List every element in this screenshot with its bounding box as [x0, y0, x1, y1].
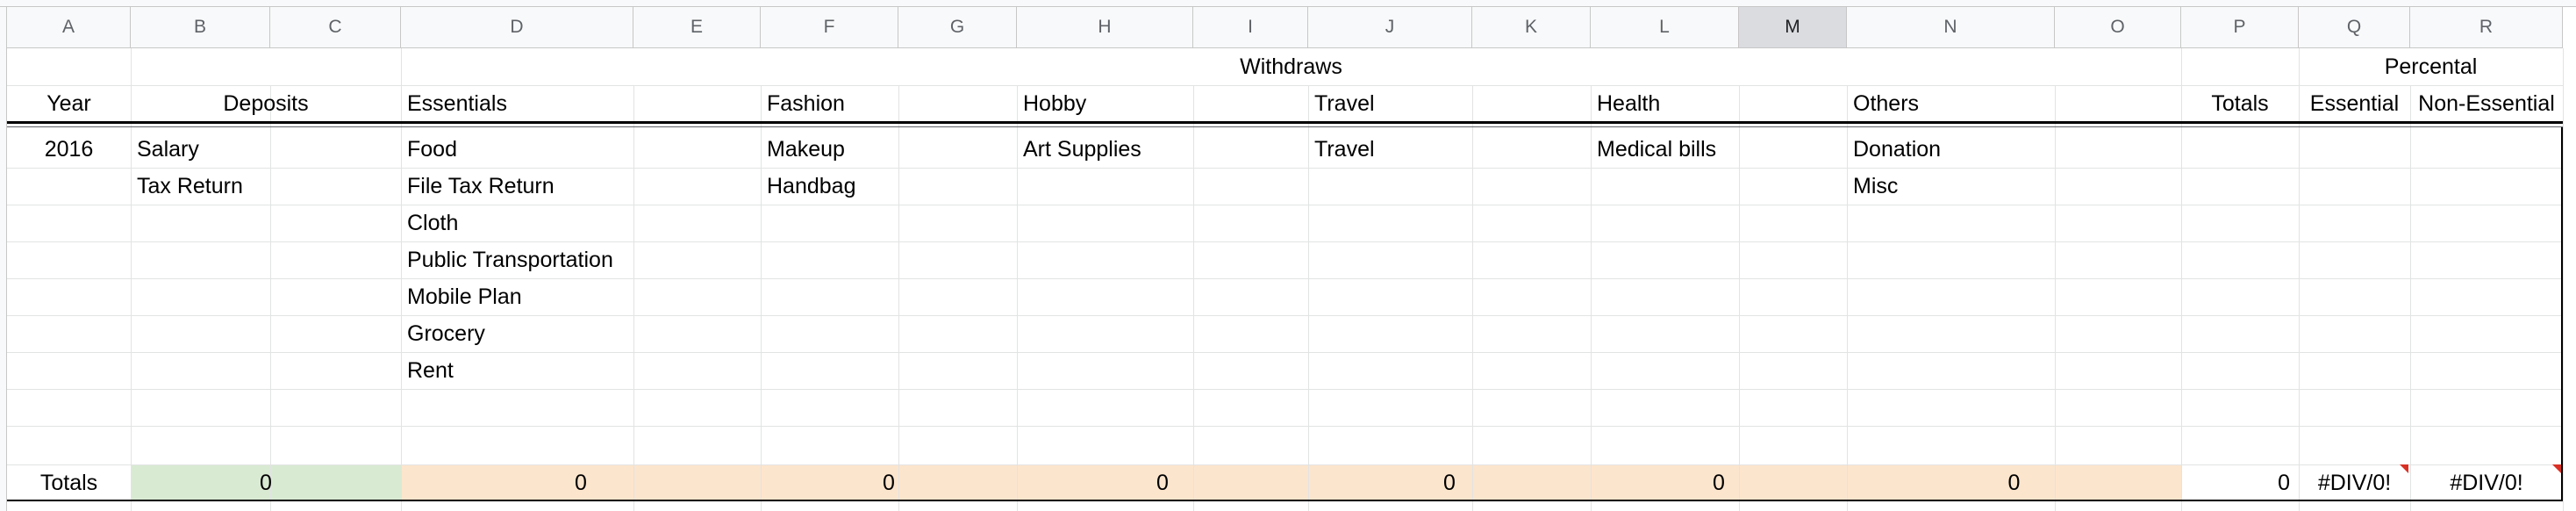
- deposits-total[interactable]: 0: [260, 470, 272, 495]
- essential-header[interactable]: Essential: [2309, 90, 2400, 116]
- fashion-item[interactable]: Makeup: [767, 136, 845, 162]
- gridline-vertical: [2410, 85, 2411, 511]
- health-header[interactable]: Health: [1597, 90, 1661, 116]
- gridline-vertical: [2181, 48, 2182, 511]
- year-header[interactable]: Year: [47, 90, 91, 116]
- gridline-horizontal: [7, 389, 2563, 390]
- column-header-b[interactable]: B: [131, 7, 270, 48]
- gridline-horizontal: [7, 168, 2563, 169]
- essentials-item[interactable]: Cloth: [407, 210, 459, 235]
- others-item[interactable]: Misc: [1853, 173, 1899, 198]
- withdraws-header[interactable]: Withdraws: [1240, 54, 1342, 79]
- essentials-total[interactable]: 0: [575, 470, 587, 495]
- gridline-vertical: [1308, 85, 1309, 511]
- column-header-n[interactable]: N: [1847, 7, 2055, 48]
- gridline-vertical: [2055, 85, 2056, 511]
- gridline-vertical: [2299, 48, 2300, 511]
- gridline-vertical: [1739, 85, 1740, 511]
- gridline-vertical: [1193, 85, 1194, 511]
- gridline-vertical: [2563, 48, 2564, 511]
- gridline-vertical: [761, 85, 762, 511]
- table-bottom-border: [7, 500, 2563, 501]
- column-header-p[interactable]: P: [2181, 7, 2299, 48]
- column-header-h[interactable]: H: [1017, 7, 1193, 48]
- gridline-horizontal: [7, 315, 2563, 316]
- travel-item[interactable]: Travel: [1314, 136, 1375, 162]
- gridline-horizontal: [7, 464, 2563, 465]
- column-header-c[interactable]: C: [270, 7, 401, 48]
- essentials-item[interactable]: Public Transportation: [407, 247, 613, 272]
- header-double-border: [7, 126, 2563, 127]
- essentials-item[interactable]: Grocery: [407, 320, 485, 346]
- error-flag-icon[interactable]: [2400, 464, 2408, 473]
- column-header-r[interactable]: R: [2410, 7, 2563, 48]
- health-total[interactable]: 0: [1713, 470, 1725, 495]
- column-header-e[interactable]: E: [633, 7, 761, 48]
- error-flag-icon[interactable]: [2552, 464, 2561, 473]
- fashion-item[interactable]: Handbag: [767, 173, 856, 198]
- others-total[interactable]: 0: [2007, 470, 2021, 495]
- others-item[interactable]: Donation: [1853, 136, 1942, 162]
- gridline-horizontal: [7, 278, 2563, 279]
- gridline-vertical: [131, 48, 132, 511]
- hobby-item[interactable]: Art Supplies: [1023, 136, 1141, 162]
- gridline-vertical: [898, 85, 899, 511]
- gridline-vertical: [633, 85, 634, 511]
- grand-total[interactable]: 0: [2278, 470, 2290, 495]
- gridline-vertical: [1472, 85, 1473, 511]
- essentials-item[interactable]: Food: [407, 136, 457, 162]
- deposit-item[interactable]: Salary: [137, 136, 199, 162]
- column-header-f[interactable]: F: [761, 7, 898, 48]
- year-cell[interactable]: 2016: [44, 136, 94, 162]
- non-essential-header[interactable]: Non-Essential: [2418, 90, 2555, 116]
- gridline-horizontal: [7, 85, 2563, 86]
- hobby-header[interactable]: Hobby: [1023, 90, 1087, 116]
- gridline-horizontal: [7, 241, 2563, 242]
- gridline-vertical: [1591, 85, 1592, 511]
- percental-header[interactable]: Percental: [2384, 54, 2478, 79]
- gridline-vertical: [1847, 85, 1848, 511]
- column-header-o[interactable]: O: [2055, 7, 2181, 48]
- essentials-header[interactable]: Essentials: [407, 90, 507, 116]
- gridline-vertical: [270, 85, 271, 511]
- deposits-header[interactable]: Deposits: [223, 90, 309, 116]
- essentials-item[interactable]: Mobile Plan: [407, 284, 522, 309]
- column-header-d[interactable]: D: [401, 7, 633, 48]
- column-header-q[interactable]: Q: [2299, 7, 2410, 48]
- sheet-top-edge: [0, 0, 2576, 7]
- totals-row-label[interactable]: Totals: [39, 470, 98, 495]
- gridline-vertical: [401, 48, 402, 511]
- deposit-item[interactable]: Tax Return: [137, 173, 243, 198]
- row-header-strip: [0, 7, 7, 511]
- essentials-item[interactable]: Rent: [407, 357, 454, 383]
- travel-header[interactable]: Travel: [1314, 90, 1375, 116]
- column-header-g[interactable]: G: [898, 7, 1017, 48]
- gridline-vertical: [1017, 85, 1018, 511]
- fashion-header[interactable]: Fashion: [767, 90, 845, 116]
- header-bottom-border: [7, 121, 2563, 124]
- column-header-i[interactable]: I: [1193, 7, 1308, 48]
- health-item[interactable]: Medical bills: [1597, 136, 1717, 162]
- gridline-horizontal: [7, 352, 2563, 353]
- essential-percent[interactable]: #DIV/0!: [2317, 470, 2392, 495]
- column-header-m[interactable]: M: [1739, 7, 1847, 48]
- travel-total[interactable]: 0: [1443, 470, 1456, 495]
- hobby-total[interactable]: 0: [1156, 470, 1169, 495]
- table-right-border: [2561, 127, 2563, 501]
- column-header-a[interactable]: A: [7, 7, 131, 48]
- column-header-k[interactable]: K: [1472, 7, 1591, 48]
- column-header-l[interactable]: L: [1591, 7, 1739, 48]
- withdraws-total-fill: [401, 464, 2181, 501]
- gridline-horizontal: [7, 426, 2563, 427]
- essentials-item[interactable]: File Tax Return: [407, 173, 555, 198]
- fashion-total[interactable]: 0: [883, 470, 895, 495]
- totals-header[interactable]: Totals: [2211, 90, 2269, 116]
- column-header-j[interactable]: J: [1308, 7, 1472, 48]
- others-header[interactable]: Others: [1853, 90, 1920, 116]
- non-essential-percent[interactable]: #DIV/0!: [2450, 470, 2523, 495]
- deposits-total-fill: [131, 464, 401, 501]
